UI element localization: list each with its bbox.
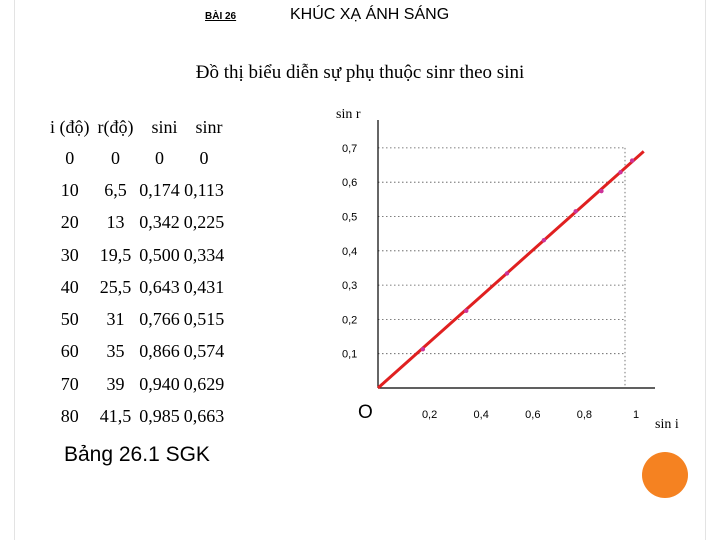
data-point bbox=[618, 170, 623, 175]
y-tick-label: 0,7 bbox=[342, 143, 357, 155]
cell-i: 20 bbox=[60, 212, 79, 233]
cell-sinr: 0,663 bbox=[183, 406, 225, 427]
data-point bbox=[420, 347, 426, 352]
cell-i: 60 bbox=[60, 341, 79, 362]
cell-i: 30 bbox=[60, 244, 79, 265]
cell-sinr: 0,431 bbox=[183, 276, 225, 297]
cell-r: 0 bbox=[110, 147, 120, 168]
cell-sini: 0,985 bbox=[139, 406, 180, 427]
data-point bbox=[464, 308, 469, 314]
slide-subtitle: Đồ thị biểu diễn sự phụ thuộc sinr theo … bbox=[195, 62, 525, 83]
x-tick-label: 1 bbox=[633, 409, 639, 421]
cell-i: 40 bbox=[60, 276, 79, 297]
cell-sinr: 0 bbox=[199, 147, 209, 168]
x-tick-label: 0,8 bbox=[577, 409, 592, 421]
cell-i: 0 bbox=[65, 147, 75, 168]
table-row: 40 25,5 0,643 0,431 bbox=[46, 271, 227, 303]
table-row: 20 13 0,342 0,225 bbox=[46, 207, 227, 239]
cell-sinr: 0,515 bbox=[183, 309, 225, 330]
y-axis-label: sin r bbox=[336, 107, 361, 122]
cell-sini: 0,174 bbox=[139, 179, 180, 200]
table-row: 10 6,5 0,174 0,113 bbox=[46, 174, 227, 206]
page-title: KHÚC XẠ ÁNH SÁNG bbox=[290, 6, 450, 23]
decorative-circle bbox=[642, 452, 688, 498]
cell-sini: 0,766 bbox=[139, 309, 180, 330]
header-sini: sini bbox=[151, 116, 178, 137]
cell-r: 19,5 bbox=[99, 244, 132, 265]
cell-sinr: 0,574 bbox=[183, 341, 225, 362]
cell-sini: 0,500 bbox=[139, 244, 180, 265]
cell-sinr: 0,225 bbox=[183, 212, 225, 233]
y-tick-label: 0,6 bbox=[342, 177, 357, 189]
cell-i: 80 bbox=[60, 406, 79, 427]
left-frame-border bbox=[0, 0, 15, 540]
cell-sinr: 0,113 bbox=[184, 179, 224, 200]
cell-r: 25,5 bbox=[99, 276, 132, 297]
y-tick-label: 0,1 bbox=[342, 349, 357, 361]
cell-sini: 0 bbox=[154, 147, 164, 168]
cell-sinr: 0,334 bbox=[183, 244, 225, 265]
table-row: 80 41,5 0,985 0,663 bbox=[46, 400, 227, 432]
data-point bbox=[504, 271, 510, 276]
data-point bbox=[629, 158, 635, 163]
cell-sinr: 0,629 bbox=[183, 373, 225, 394]
cell-r: 39 bbox=[106, 373, 125, 394]
y-tick-label: 0,2 bbox=[342, 314, 357, 326]
y-tick-label: 0,3 bbox=[342, 280, 357, 292]
table-row: 70 39 0,940 0,629 bbox=[46, 368, 227, 400]
right-frame-border bbox=[705, 0, 720, 540]
cell-i: 70 bbox=[60, 373, 79, 394]
cell-sini: 0,643 bbox=[139, 276, 180, 297]
x-tick-label: 0,4 bbox=[474, 409, 489, 421]
cell-r: 6,5 bbox=[104, 179, 127, 200]
cell-sini: 0,342 bbox=[139, 212, 180, 233]
data-point bbox=[541, 237, 547, 243]
x-axis-label: sin i bbox=[655, 417, 679, 432]
cell-sini: 0,866 bbox=[139, 341, 180, 362]
fit-line bbox=[377, 150, 645, 390]
table-caption: Bảng 26.1 SGK bbox=[64, 443, 210, 466]
data-point bbox=[599, 188, 604, 194]
origin-label: O bbox=[358, 402, 373, 423]
header-r: r(độ) bbox=[97, 116, 134, 137]
y-tick-label: 0,5 bbox=[342, 212, 357, 224]
x-tick-label: 0,2 bbox=[422, 409, 437, 421]
cell-r: 41,5 bbox=[99, 406, 132, 427]
table-row: 30 19,5 0,500 0,334 bbox=[46, 239, 227, 271]
lesson-label: BÀI 26 bbox=[205, 11, 237, 22]
cell-i: 10 bbox=[60, 179, 79, 200]
table-header-row: i (độ) r(độ) sini sinr bbox=[46, 112, 227, 142]
cell-r: 35 bbox=[106, 341, 125, 362]
x-tick-label: 0,6 bbox=[525, 409, 540, 421]
cell-r: 13 bbox=[106, 212, 125, 233]
cell-r: 31 bbox=[106, 309, 125, 330]
table-row: 50 31 0,766 0,515 bbox=[46, 303, 227, 335]
cell-i: 50 bbox=[60, 309, 79, 330]
y-tick-label: 0,4 bbox=[342, 246, 357, 258]
table-row: 0 0 0 0 bbox=[46, 142, 227, 174]
cell-sini: 0,940 bbox=[139, 373, 180, 394]
header-i: i (độ) bbox=[50, 116, 90, 137]
data-point bbox=[573, 209, 578, 214]
table-row: 60 35 0,866 0,574 bbox=[46, 336, 227, 368]
header-sinr: sinr bbox=[195, 116, 223, 137]
